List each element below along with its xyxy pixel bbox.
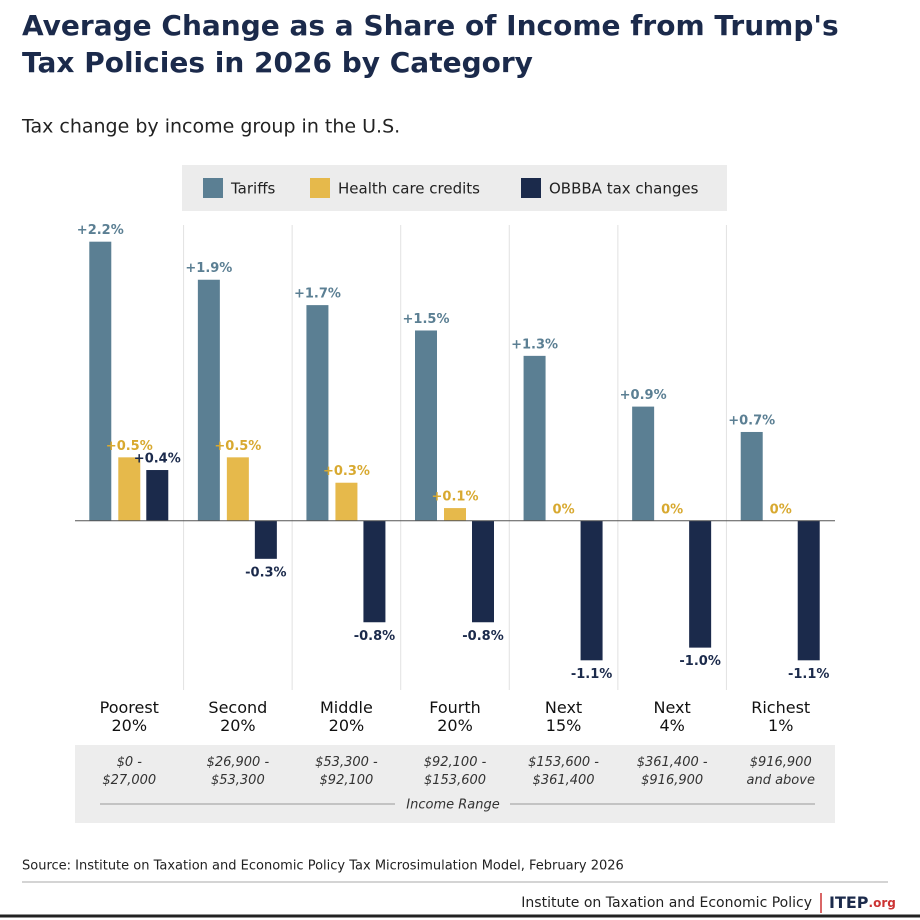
bar [363, 520, 386, 623]
x-tick-label: Next 4% [654, 698, 691, 735]
legend-label: Health care credits [338, 180, 480, 198]
value-label: -1.1% [788, 667, 829, 682]
value-label: -1.1% [571, 667, 612, 682]
x-tick-label: Next 15% [545, 698, 582, 735]
value-label: 0% [661, 502, 683, 517]
value-label: +1.9% [185, 261, 232, 276]
x-tick-label: Middle 20% [320, 698, 373, 735]
bar [306, 305, 329, 521]
chart-subtitle: Tax change by income group in the U.S. [21, 116, 400, 138]
bar [335, 482, 358, 521]
bar [254, 520, 277, 559]
value-label: +0.4% [134, 452, 181, 467]
bar [580, 520, 603, 661]
bar [797, 520, 820, 661]
legend-swatch [521, 178, 541, 198]
bar [523, 355, 546, 521]
value-label: +1.3% [511, 337, 558, 352]
value-label: +0.5% [214, 439, 261, 454]
income-range: $26,900 -$53,300 [207, 755, 270, 788]
income-range: $53,300 -$92,100 [315, 755, 378, 788]
x-tick-label: Second 20% [208, 698, 267, 735]
x-tick-label: Richest 1% [751, 698, 810, 735]
income-range: $916,900 and above [746, 755, 814, 788]
value-label: +1.5% [403, 312, 450, 327]
bar [740, 431, 763, 521]
bar [689, 520, 712, 648]
value-label: -0.8% [354, 629, 395, 644]
value-label: 0% [553, 502, 575, 517]
x-tick-label: Fourth 20% [429, 698, 481, 735]
value-label: +0.3% [323, 464, 370, 479]
income-range: $0 -$27,000 [102, 755, 156, 788]
bar [444, 508, 466, 521]
bar [472, 520, 494, 623]
bar [197, 279, 220, 521]
income-range: $92,100 -$153,600 [424, 755, 487, 788]
value-label: -1.0% [679, 654, 720, 669]
income-range: $153,600 -$361,400 [528, 755, 599, 788]
x-tick-label: Poorest 20% [100, 698, 159, 735]
bar [146, 470, 169, 521]
chart-title: Average Change as a Share of Income from… [22, 9, 839, 79]
legend-label: Tariffs [230, 180, 276, 198]
source: Source: Institute on Taxation and Econom… [22, 859, 624, 874]
bar [415, 330, 437, 521]
logo-suffix: .org [869, 896, 896, 910]
value-label: +1.7% [294, 287, 341, 302]
value-label: -0.8% [462, 629, 503, 644]
value-label: 0% [770, 502, 792, 517]
value-label: +0.9% [620, 388, 667, 403]
bar [118, 457, 141, 521]
value-label: +0.5% [106, 439, 153, 454]
legend-box [182, 165, 727, 211]
legend-swatch [203, 178, 223, 198]
income-range-box [75, 745, 835, 823]
logo: ITEP.org [829, 893, 896, 912]
legend-swatch [310, 178, 330, 198]
legend-label: OBBBA tax changes [549, 180, 699, 198]
bar [632, 406, 655, 521]
organization: Institute on Taxation and Economic Polic… [521, 895, 812, 911]
value-label: +0.1% [432, 490, 479, 505]
value-label: +2.2% [77, 223, 124, 238]
bar [89, 241, 112, 521]
income-range: $361,400 -$916,900 [637, 755, 708, 788]
income-range-label: Income Range [406, 798, 499, 813]
value-label: -0.3% [245, 565, 286, 580]
bar [226, 457, 249, 521]
value-label: +0.7% [728, 413, 775, 428]
logo-text: ITEP [829, 893, 869, 912]
